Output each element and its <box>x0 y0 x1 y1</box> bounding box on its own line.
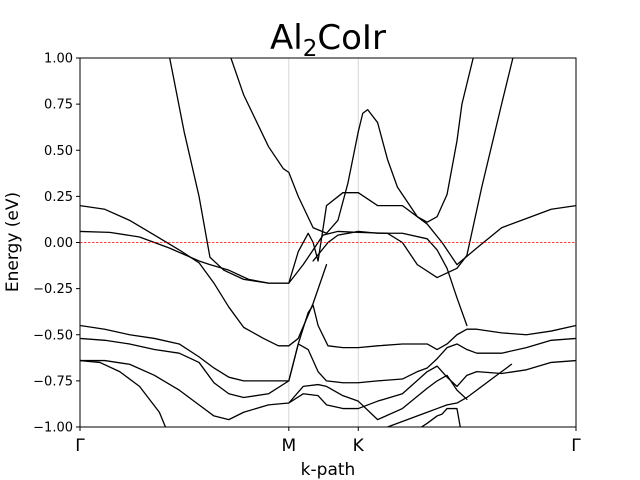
band-line-1 <box>288 230 359 284</box>
y-tick-label-5: 0.25 <box>44 190 73 205</box>
band-line-11 <box>80 359 576 421</box>
y-tick-label-6: 0.50 <box>44 144 73 159</box>
y-tick-label-3: −0.25 <box>33 282 73 297</box>
chart-title: Al2CoIr <box>270 18 386 62</box>
band-line-6 <box>80 192 359 284</box>
y-axis-label: Energy (eV) <box>3 192 23 292</box>
y-tick-label-7: 0.75 <box>44 98 73 113</box>
y-tick-label-1: −0.75 <box>33 374 73 389</box>
y-tick-label-8: 1.00 <box>44 52 73 67</box>
x-tick-label-2: K <box>353 436 365 456</box>
band-line-12 <box>288 374 468 421</box>
band-line-0 <box>169 58 290 284</box>
y-tick-label-4: 0.00 <box>44 236 73 251</box>
band-line-10 <box>80 337 576 399</box>
band-line-5 <box>80 204 328 347</box>
x-axis-label: k-path <box>301 460 356 480</box>
band-line-9 <box>80 304 576 382</box>
band-line-13 <box>80 359 167 427</box>
bands-group <box>80 58 576 427</box>
band-line-7 <box>357 192 576 266</box>
band-line-15 <box>420 407 461 427</box>
band-line-8 <box>312 230 468 327</box>
band-line-2 <box>357 58 514 279</box>
band-line-4 <box>357 58 474 223</box>
band-line-3 <box>230 58 359 234</box>
band-line-14 <box>386 363 513 427</box>
x-tick-label-0: Γ <box>75 436 85 456</box>
x-tick-label-3: Γ <box>571 436 581 456</box>
y-tick-label-2: −0.50 <box>33 328 73 343</box>
x-tick-label-1: M <box>281 436 296 456</box>
plot-area: −1.00 −0.75 −0.50 −0.25 0.00 0.25 0.50 0.75 1.00… <box>33 52 581 457</box>
y-tick-label-0: −1.00 <box>33 421 73 436</box>
